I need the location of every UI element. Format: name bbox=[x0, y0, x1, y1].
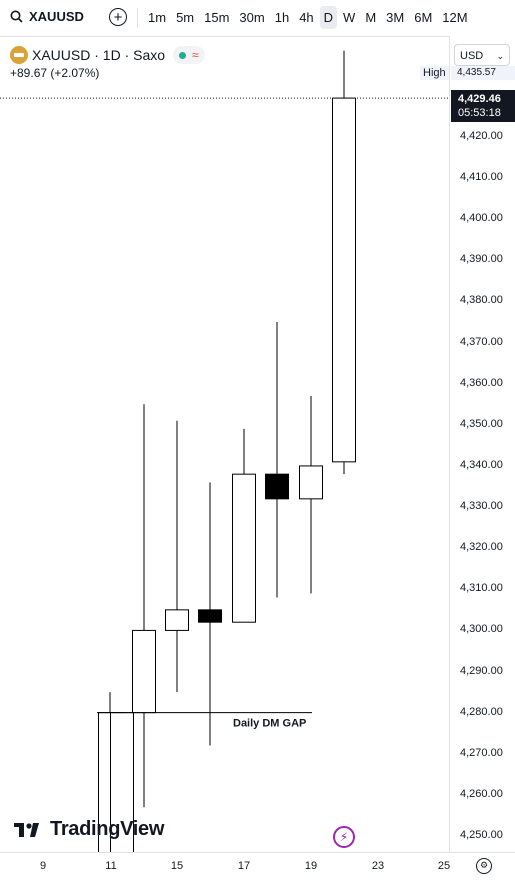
price-tick-label: 4,420.00 bbox=[460, 130, 503, 142]
interval-4h[interactable]: 4h bbox=[299, 10, 314, 25]
interval-1h[interactable]: 1h bbox=[274, 10, 290, 25]
interval-w[interactable]: W bbox=[343, 10, 356, 25]
high-tag: High bbox=[420, 66, 449, 80]
chart-legend: XAUUSD · 1D · Saxo ≈ +89.67 (+2.07%) bbox=[10, 46, 205, 80]
candle-body bbox=[232, 473, 256, 623]
price-tick-label: 4,380.00 bbox=[460, 294, 503, 307]
interval-15m[interactable]: 15m bbox=[204, 10, 230, 25]
price-tick-label: 4,360.00 bbox=[460, 376, 503, 389]
last-price: 4,429.46 bbox=[458, 93, 501, 105]
bar-countdown: 05:53:18 bbox=[458, 107, 501, 119]
wave-icon: ≈ bbox=[192, 48, 199, 62]
price-tick-label: 4,390.00 bbox=[460, 253, 503, 266]
candle-body bbox=[265, 473, 289, 500]
candle-body bbox=[132, 629, 156, 714]
tradingview-logo-icon bbox=[14, 822, 39, 837]
market-status-badge[interactable]: ≈ bbox=[173, 46, 205, 64]
price-tick-label: 4,310.00 bbox=[460, 582, 503, 595]
interval-m[interactable]: M bbox=[365, 10, 377, 25]
price-tick-label: 4,330.00 bbox=[460, 500, 503, 513]
time-tick-label: 9 bbox=[39, 860, 47, 872]
interval-12m[interactable]: 12M bbox=[442, 10, 468, 25]
search-icon bbox=[10, 10, 23, 23]
interval-6m[interactable]: 6M bbox=[414, 10, 433, 25]
xau-logo-icon bbox=[10, 46, 28, 64]
toolbar-divider bbox=[137, 8, 138, 28]
interval-3m[interactable]: 3M bbox=[386, 10, 405, 25]
status-dot-icon bbox=[179, 51, 187, 59]
price-tick-label: 4,320.00 bbox=[460, 541, 503, 554]
tradingview-logo[interactable]: TradingView bbox=[14, 818, 164, 841]
lightning-icon[interactable]: ⚡ bbox=[333, 826, 355, 848]
interval-5m[interactable]: 5m bbox=[176, 10, 195, 25]
price-tick-label: 4,270.00 bbox=[460, 746, 503, 759]
time-tick-label: 17 bbox=[237, 860, 251, 872]
price-tick-label: 4,290.00 bbox=[460, 664, 503, 677]
plus-icon: + bbox=[113, 9, 123, 26]
time-tick-label: 23 bbox=[371, 860, 385, 872]
price-chart[interactable]: Daily DM GAP bbox=[0, 36, 449, 852]
price-tick-label: 4,410.00 bbox=[460, 171, 503, 184]
top-toolbar: XAUUSD + 1m 5m 15m 30m 1h 4h D W M 3M 6M 12M bbox=[0, 0, 515, 37]
candle-body bbox=[165, 609, 189, 631]
time-tick-label: 11 bbox=[105, 860, 117, 872]
compare-add-button[interactable]: + bbox=[109, 8, 127, 26]
settings-icon[interactable]: ⚙ bbox=[476, 858, 492, 874]
price-tick-label: 4,400.00 bbox=[460, 212, 503, 225]
legend-change: +89.67 (+2.07%) bbox=[10, 66, 100, 80]
annotation-label: Daily DM GAP bbox=[233, 718, 306, 730]
last-price-box: 4,429.46 05:53:18 bbox=[451, 90, 515, 122]
brand-name: TradingView bbox=[50, 818, 165, 840]
candle-body bbox=[198, 609, 222, 623]
legend-title: XAUUSD · 1D · Saxo bbox=[32, 47, 166, 63]
candle-body bbox=[299, 465, 323, 500]
price-axis[interactable]: 4,250.00 4,260.00 4,270.00 4,280.00 4,290.00… bbox=[449, 36, 515, 852]
high-price-label: 4,435.57 bbox=[451, 66, 515, 80]
symbol-name: XAUUSD bbox=[29, 9, 84, 24]
time-tick-label: 15 bbox=[170, 860, 184, 872]
candle-body bbox=[332, 97, 356, 463]
interval-selector: 1m 5m 15m 30m 1h 4h D W M 3M 6M 12M bbox=[144, 6, 474, 29]
currency-label: USD bbox=[460, 50, 484, 62]
time-tick-label: 25 bbox=[437, 860, 451, 872]
price-tick-label: 4,280.00 bbox=[460, 705, 503, 718]
time-tick-label: 19 bbox=[304, 860, 318, 872]
chevron-down-icon: ⌄ bbox=[496, 51, 504, 61]
price-tick-label: 4,340.00 bbox=[460, 458, 503, 471]
price-tick-label: 4,300.00 bbox=[460, 623, 503, 636]
price-tick-label: 4,250.00 bbox=[460, 829, 503, 841]
symbol-search[interactable]: XAUUSD bbox=[10, 9, 84, 24]
time-axis[interactable]: ⚙ 9 11 15 17 19 23 25 bbox=[0, 852, 515, 880]
interval-d[interactable]: D bbox=[319, 6, 338, 29]
price-tick-label: 4,260.00 bbox=[460, 787, 503, 800]
currency-selector[interactable]: USD ⌄ bbox=[454, 44, 510, 66]
price-tick-label: 4,350.00 bbox=[460, 417, 503, 430]
price-tick-label: 4,370.00 bbox=[460, 335, 503, 348]
interval-1m[interactable]: 1m bbox=[148, 10, 167, 25]
interval-30m[interactable]: 30m bbox=[239, 10, 265, 25]
